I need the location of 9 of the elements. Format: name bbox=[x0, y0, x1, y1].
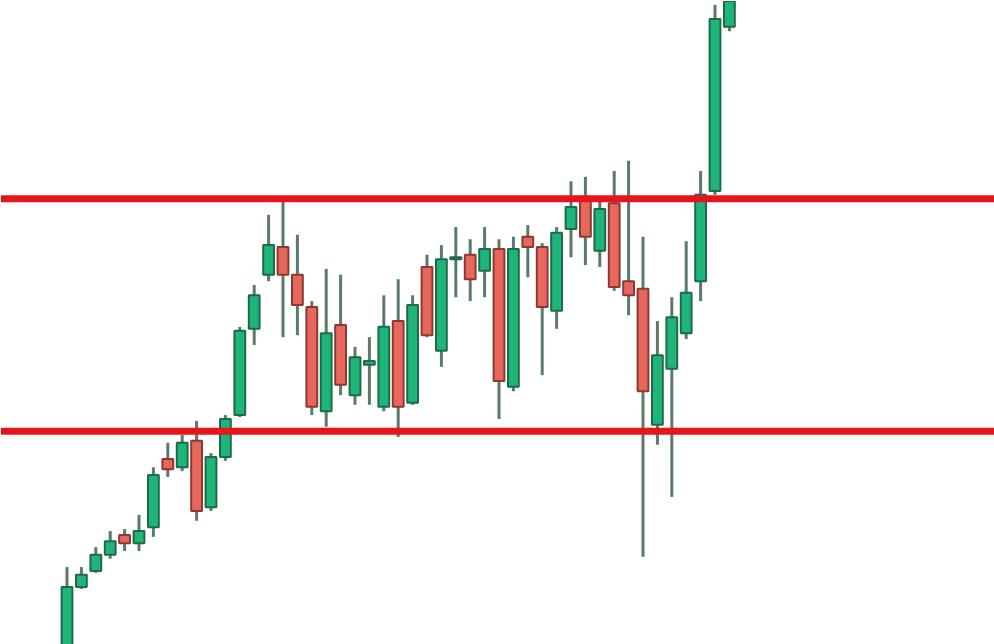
candlestick bbox=[175, 433, 189, 473]
candlestick bbox=[478, 225, 491, 299]
candlestick bbox=[118, 527, 131, 553]
candlestick bbox=[247, 283, 261, 347]
candlestick bbox=[262, 213, 275, 283]
candlestick bbox=[132, 513, 146, 553]
candlestick bbox=[564, 179, 578, 259]
candlestick bbox=[463, 237, 477, 303]
candlestick bbox=[161, 441, 175, 479]
